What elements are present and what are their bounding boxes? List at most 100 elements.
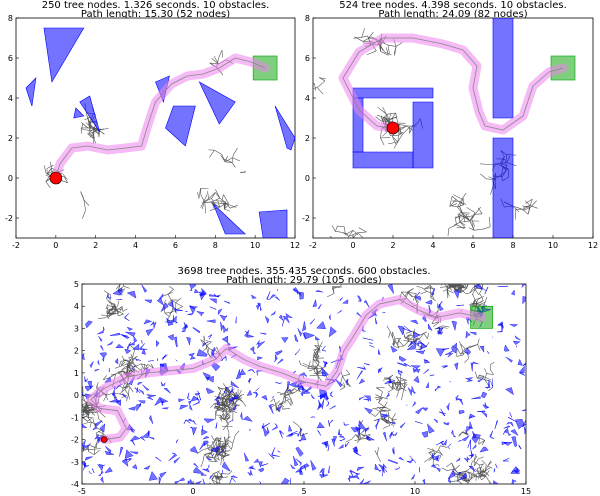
obstacle bbox=[510, 429, 519, 437]
obstacle bbox=[300, 463, 310, 470]
tree-edge bbox=[384, 377, 391, 380]
tree-edge bbox=[310, 366, 317, 368]
tree-edge bbox=[407, 292, 413, 297]
tree-edge bbox=[128, 356, 133, 359]
tree-edge bbox=[477, 344, 481, 351]
tree-edge bbox=[352, 230, 359, 236]
obstacle bbox=[484, 380, 491, 389]
obstacle bbox=[518, 444, 522, 450]
obstacle bbox=[200, 473, 207, 476]
tree-edge bbox=[313, 365, 316, 371]
tree-edge bbox=[212, 475, 216, 481]
obstacle bbox=[181, 326, 187, 333]
tree-edge bbox=[141, 363, 148, 366]
tree-edge bbox=[376, 114, 384, 118]
tree-edge bbox=[399, 128, 403, 135]
tree-edge bbox=[127, 360, 134, 367]
tree-edge bbox=[119, 284, 121, 285]
obstacle bbox=[434, 385, 442, 392]
y-tick-label: 0 bbox=[8, 174, 13, 183]
obstacle bbox=[104, 450, 114, 455]
tree-edge bbox=[484, 467, 491, 472]
tree-edge bbox=[198, 188, 201, 199]
tree-edge bbox=[83, 398, 89, 407]
tree-edge bbox=[412, 293, 417, 301]
tree-edge bbox=[492, 486, 494, 492]
obstacle bbox=[166, 317, 174, 326]
tree-edge bbox=[483, 226, 491, 230]
obstacle bbox=[364, 428, 370, 433]
obstacle bbox=[327, 419, 331, 428]
tree-edge bbox=[279, 402, 285, 408]
tree-edge bbox=[104, 393, 109, 401]
tree-edge bbox=[480, 463, 483, 470]
tree-edge bbox=[340, 371, 343, 377]
tree-edge bbox=[458, 286, 462, 293]
obstacle bbox=[492, 18, 514, 119]
obstacle bbox=[485, 284, 488, 285]
obstacle bbox=[248, 377, 252, 384]
obstacle bbox=[329, 391, 334, 398]
tree-edge bbox=[217, 386, 224, 391]
tree-edge bbox=[471, 222, 475, 231]
obstacle bbox=[355, 426, 361, 437]
tree-edge bbox=[212, 470, 221, 475]
x-tick-label: -2 bbox=[12, 241, 20, 250]
obstacle bbox=[352, 151, 414, 169]
tree-edge bbox=[119, 389, 125, 395]
obstacle bbox=[251, 294, 257, 299]
tree-edge bbox=[215, 189, 221, 199]
obstacle bbox=[266, 291, 271, 300]
obstacle bbox=[522, 362, 526, 367]
tree-edge bbox=[484, 379, 491, 382]
tree-edge bbox=[81, 128, 90, 131]
solution-path bbox=[342, 37, 564, 131]
tree-edge bbox=[396, 382, 399, 390]
tree-edge bbox=[471, 289, 476, 296]
x-tick-label: 8 bbox=[213, 241, 218, 250]
tree-edge bbox=[224, 208, 230, 212]
tree-edge bbox=[375, 411, 381, 417]
tree-edge bbox=[312, 351, 315, 360]
obstacle bbox=[399, 422, 406, 429]
tree-edge bbox=[388, 331, 391, 338]
tree-edge bbox=[408, 335, 415, 342]
tree-edge bbox=[228, 402, 234, 409]
obstacle bbox=[494, 420, 499, 429]
tree-edge bbox=[310, 366, 316, 370]
tree-edge bbox=[80, 121, 89, 129]
obstacle bbox=[232, 394, 239, 400]
obstacle bbox=[187, 478, 193, 484]
tree-edge bbox=[318, 341, 323, 349]
tree-edge bbox=[75, 407, 79, 411]
tree-edge bbox=[224, 395, 231, 403]
obstacle bbox=[202, 436, 210, 440]
obstacle bbox=[92, 427, 98, 431]
tree-edge bbox=[490, 361, 495, 365]
tree-edge bbox=[317, 87, 324, 95]
tree-edge bbox=[215, 482, 218, 484]
obstacle bbox=[342, 299, 349, 304]
tree-edge bbox=[448, 224, 457, 229]
obstacle bbox=[522, 419, 526, 428]
tree-edge bbox=[88, 410, 91, 417]
tree-edge bbox=[214, 437, 221, 443]
obstacle bbox=[112, 287, 123, 296]
tree-edge bbox=[402, 127, 410, 135]
obstacle bbox=[174, 336, 178, 347]
tree-edge bbox=[223, 401, 227, 408]
obstacle bbox=[242, 415, 253, 422]
tree-edge bbox=[85, 402, 88, 411]
obstacle bbox=[182, 323, 188, 330]
tree-edge bbox=[459, 217, 465, 223]
tree-edge bbox=[433, 262, 439, 265]
tree-edge bbox=[313, 87, 318, 89]
tree-edge bbox=[468, 227, 475, 231]
tree-edge bbox=[475, 474, 477, 481]
tree-edge bbox=[162, 293, 168, 297]
tree-edge bbox=[480, 173, 487, 180]
obstacle bbox=[468, 453, 475, 458]
tree-edge bbox=[222, 407, 226, 413]
tree-edge bbox=[401, 381, 407, 385]
tree-edge bbox=[414, 298, 419, 305]
